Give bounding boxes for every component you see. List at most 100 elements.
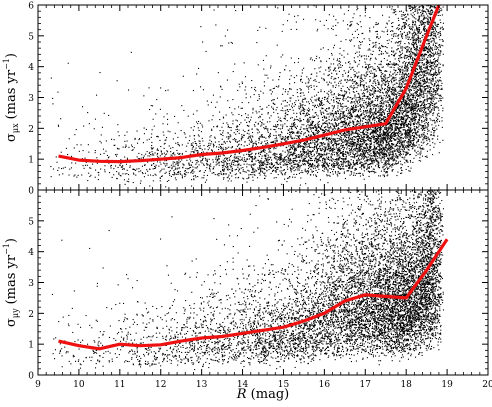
top-scatter-point [396, 132, 398, 134]
top-scatter-point [289, 160, 291, 162]
top-scatter-point [196, 121, 198, 123]
top-scatter-point [404, 26, 406, 28]
top-scatter-point [362, 153, 364, 155]
top-scatter-point [399, 151, 401, 153]
top-scatter-point [288, 136, 290, 138]
top-scatter-point [377, 67, 379, 69]
top-scatter-point [386, 130, 388, 132]
top-scatter-point [442, 6, 444, 8]
top-scatter-point [376, 95, 378, 97]
top-scatter-point [340, 122, 342, 124]
top-scatter-point [423, 55, 425, 57]
top-scatter-point [308, 156, 310, 158]
top-scatter-point [416, 127, 418, 129]
top-scatter-point [413, 7, 415, 9]
top-scatter-point [379, 127, 381, 129]
top-scatter-point [126, 157, 128, 159]
top-scatter-point [406, 151, 408, 153]
top-scatter-point [182, 163, 184, 165]
top-scatter-point [372, 85, 374, 87]
top-scatter-point [332, 149, 334, 151]
top-scatter-point [439, 44, 441, 46]
top-scatter-point [139, 182, 141, 184]
top-scatter-point [393, 94, 395, 96]
top-scatter-point [326, 158, 328, 160]
top-scatter-point [430, 88, 432, 90]
top-scatter-point [402, 25, 404, 27]
top-scatter-point [336, 161, 338, 163]
top-scatter-point [254, 155, 256, 157]
top-scatter-point [266, 121, 268, 123]
top-scatter-point [423, 148, 425, 150]
top-scatter-point [129, 166, 131, 168]
top-scatter-point [316, 141, 318, 143]
top-scatter-point [240, 159, 242, 161]
top-scatter-point [318, 98, 320, 100]
top-scatter-point [355, 83, 357, 85]
top-scatter-point [428, 113, 430, 115]
top-scatter-point [389, 88, 391, 90]
top-scatter-point [402, 117, 404, 119]
top-scatter-point [359, 15, 361, 17]
top-scatter-point [440, 97, 442, 99]
top-scatter-point [306, 141, 308, 143]
top-scatter-point [434, 66, 436, 68]
top-scatter-point [381, 152, 383, 154]
top-scatter-point [422, 71, 424, 73]
top-scatter-point [304, 163, 306, 165]
top-scatter-point [369, 145, 371, 147]
top-scatter-point [289, 132, 291, 134]
top-scatter-point [418, 125, 420, 127]
top-scatter-point [243, 160, 245, 162]
top-scatter-point [301, 69, 303, 71]
top-scatter-point [323, 146, 325, 148]
top-scatter-point [332, 171, 334, 173]
top-scatter-point [366, 157, 368, 159]
top-scatter-point [387, 136, 389, 138]
top-scatter-point [387, 115, 389, 117]
top-scatter-point [356, 159, 358, 161]
top-scatter-point [382, 153, 384, 155]
top-scatter-point [438, 53, 440, 55]
top-scatter-point [389, 131, 391, 133]
top-scatter-point [191, 185, 193, 187]
top-scatter-point [389, 66, 391, 68]
top-scatter-point [369, 66, 371, 68]
top-scatter-point [296, 155, 298, 157]
top-scatter-point [383, 78, 385, 80]
top-scatter-point [338, 98, 340, 100]
top-scatter-point [299, 92, 301, 94]
top-scatter-point [150, 153, 152, 155]
top-scatter-point [338, 167, 340, 169]
top-scatter-point [413, 37, 415, 39]
top-scatter-point [388, 16, 390, 18]
top-scatter-point [194, 167, 196, 169]
top-scatter-point [425, 135, 427, 137]
top-scatter-point [424, 25, 426, 27]
top-scatter-point [405, 46, 407, 48]
top-scatter-point [342, 122, 344, 124]
top-scatter-point [398, 24, 400, 26]
top-scatter-point [384, 152, 386, 154]
top-scatter-point [99, 72, 101, 74]
top-scatter-point [363, 55, 365, 57]
top-scatter-point [417, 32, 419, 34]
top-scatter-point [301, 81, 303, 83]
top-scatter-point [399, 108, 401, 110]
top-scatter-point [410, 145, 412, 147]
top-scatter-point [363, 114, 365, 116]
top-scatter-point [179, 173, 181, 175]
top-scatter-point [376, 157, 378, 159]
top-scatter-point [391, 94, 393, 96]
top-scatter-point [187, 115, 189, 117]
top-scatter-point [408, 131, 410, 133]
top-scatter-point [378, 134, 380, 136]
top-scatter-point [327, 100, 329, 102]
top-scatter-point [293, 77, 295, 79]
top-scatter-point [349, 79, 351, 81]
top-scatter-point [178, 162, 180, 164]
top-scatter-point [405, 120, 407, 122]
top-scatter-point [307, 121, 309, 123]
top-scatter-point [212, 159, 214, 161]
top-scatter-point [375, 130, 377, 132]
